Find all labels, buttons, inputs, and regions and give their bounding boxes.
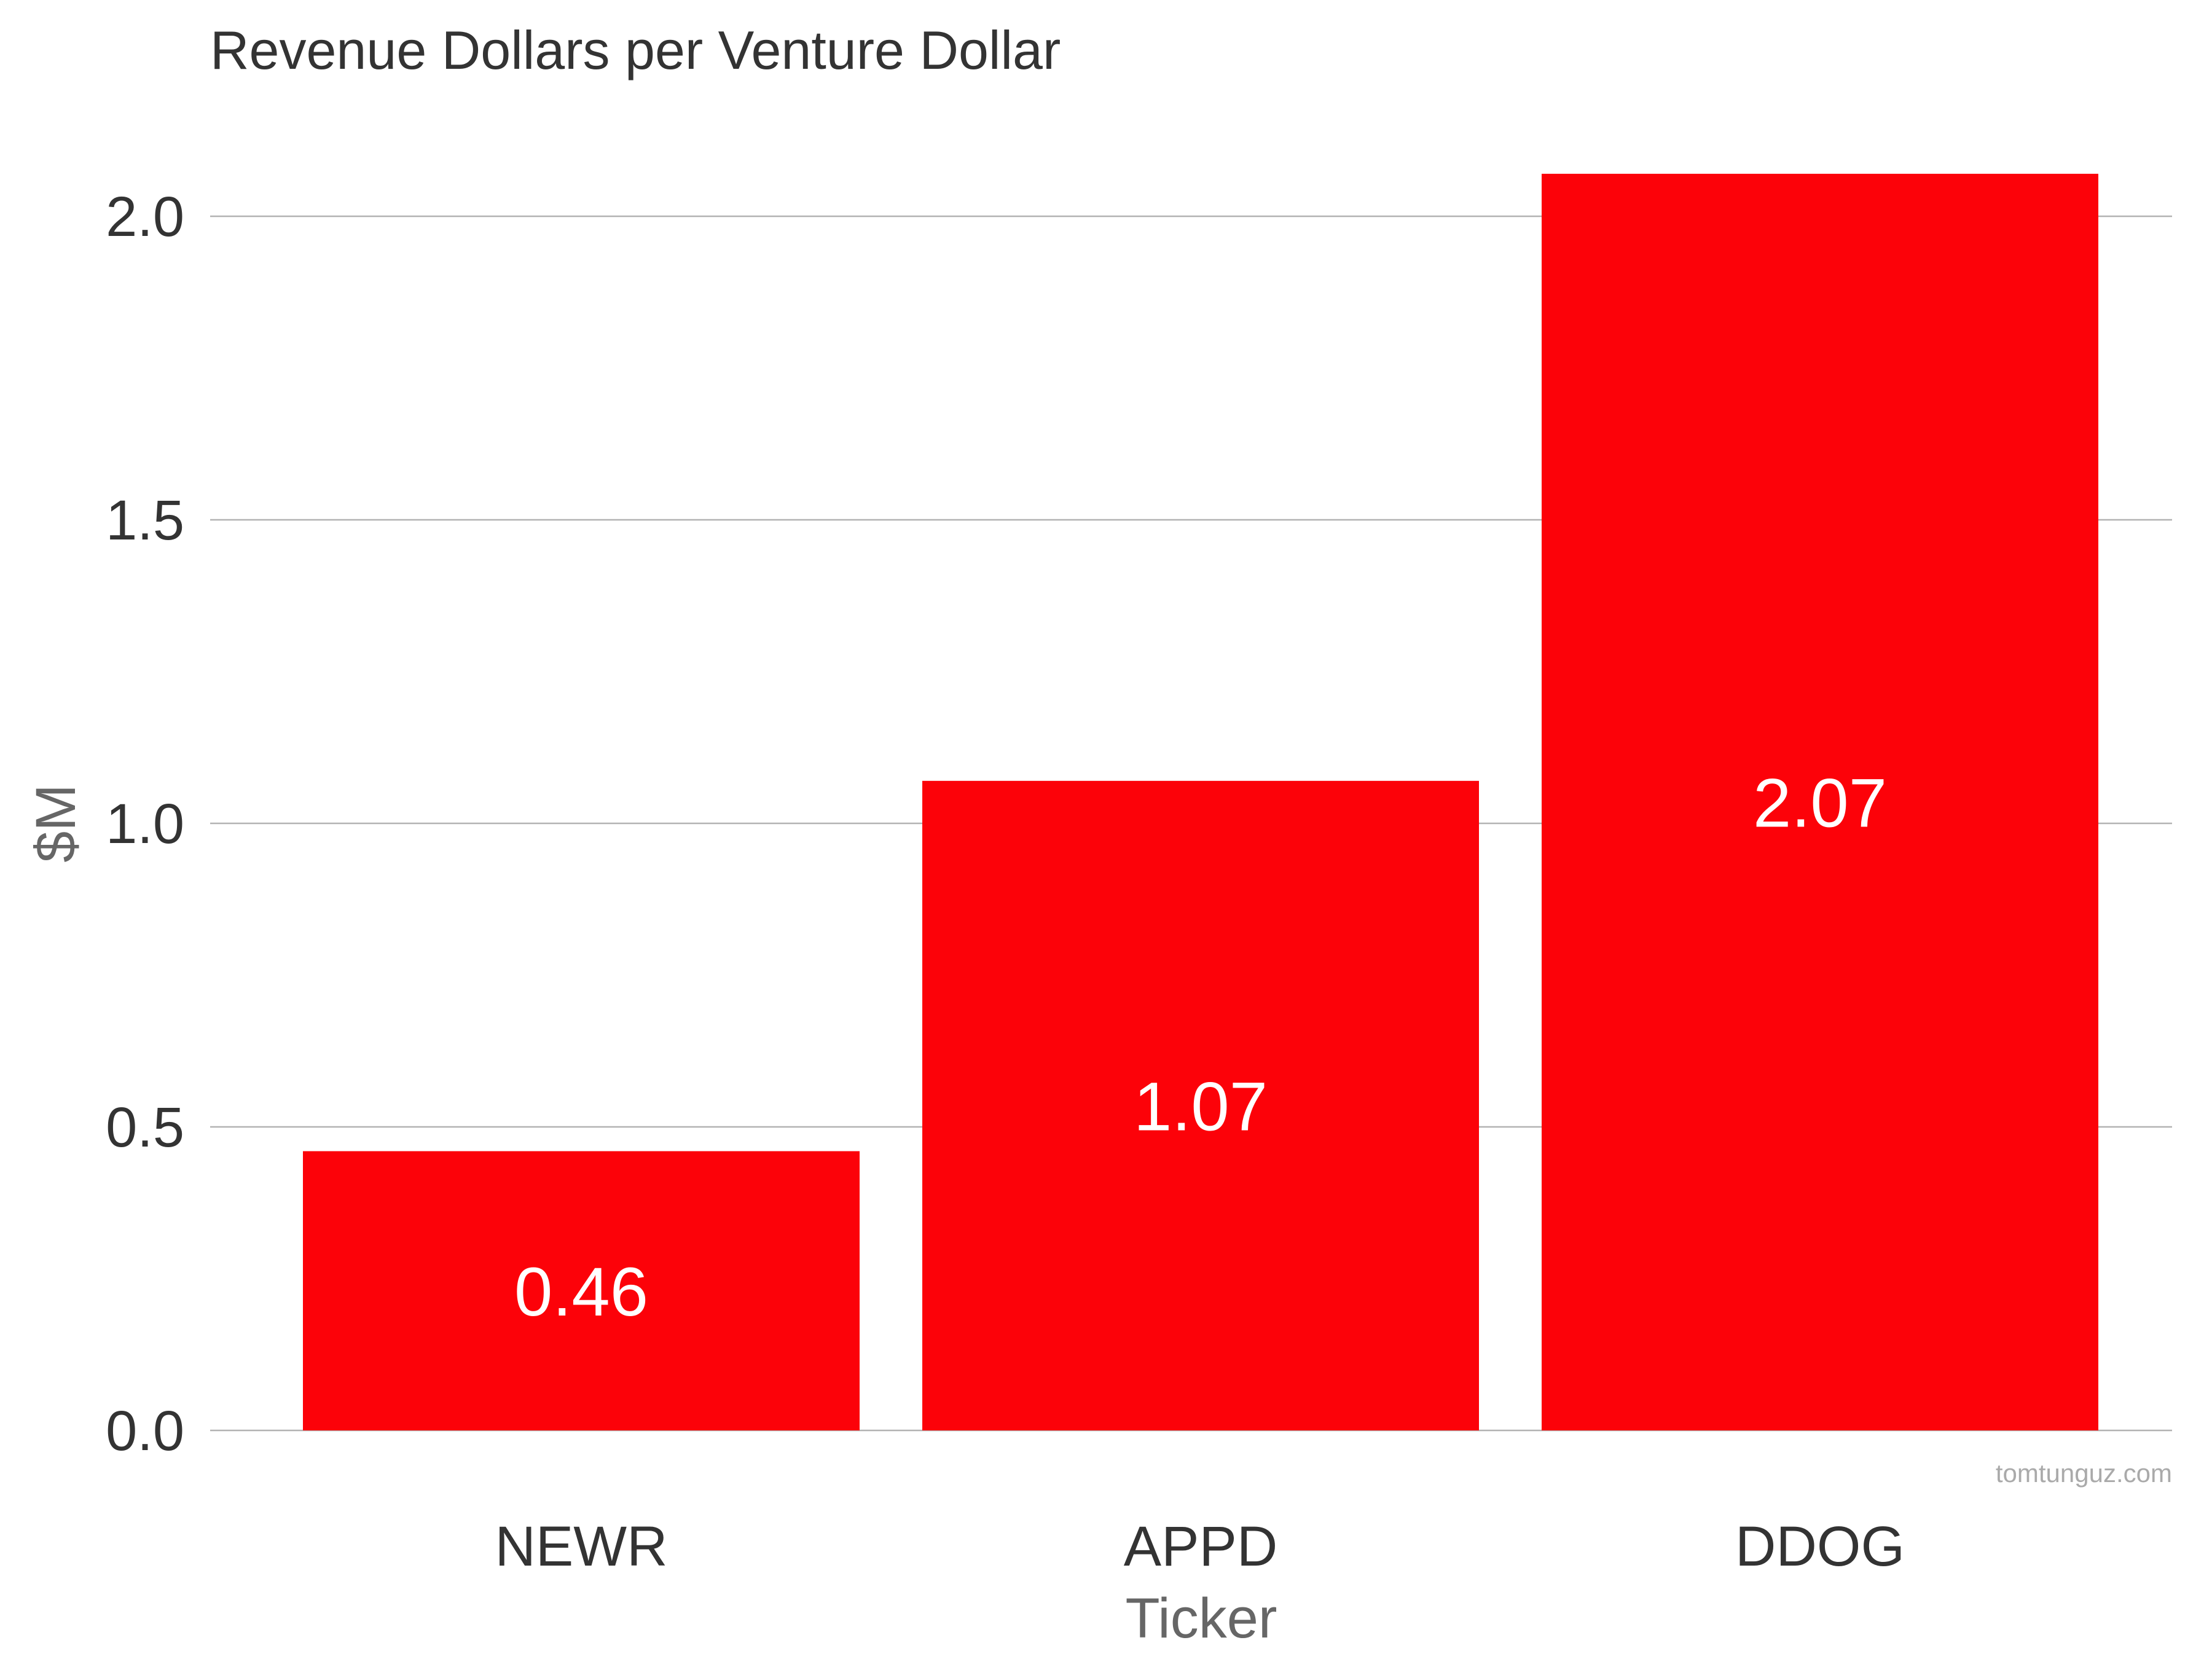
- bar-newr: [303, 1151, 860, 1430]
- x-tick-label: NEWR: [495, 1515, 667, 1578]
- x-tick-label: APPD: [1124, 1515, 1278, 1578]
- x-tick-label: DDOG: [1735, 1515, 1905, 1578]
- data-label: 1.07: [1134, 1068, 1268, 1145]
- y-tick-label: 2.0: [106, 186, 184, 248]
- y-axis-ticks: 0.0 0.5 1.0 1.5 2.0: [106, 186, 184, 1462]
- y-tick-label: 0.0: [106, 1400, 184, 1462]
- bar-ddog: [1542, 173, 2098, 1431]
- bars: 0.46 1.07 2.07: [303, 173, 2098, 1431]
- bar-appd: [922, 780, 1479, 1430]
- x-axis-title: Ticker: [1125, 1587, 1277, 1650]
- x-axis-ticks: NEWR APPD DDOG: [495, 1515, 1905, 1578]
- data-label: 2.07: [1753, 764, 1887, 841]
- y-axis-title: $M: [25, 784, 87, 863]
- y-tick-label: 1.0: [106, 793, 184, 855]
- data-label: 0.46: [514, 1253, 648, 1330]
- y-tick-label: 1.5: [106, 489, 184, 552]
- y-tick-label: 0.5: [106, 1096, 184, 1159]
- credit-watermark: tomtunguz.com: [1996, 1459, 2172, 1488]
- chart-title: Revenue Dollars per Venture Dollar: [210, 20, 1061, 80]
